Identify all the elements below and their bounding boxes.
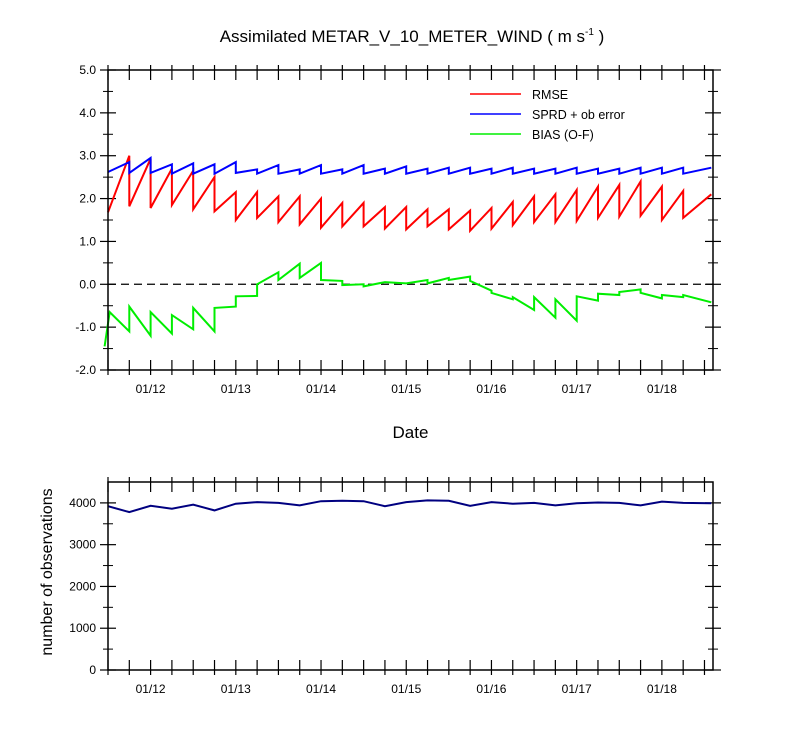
y-axis-label-observations: number of observations (39, 488, 56, 655)
bottom-panel-frame (107, 481, 714, 671)
top-x-tick-label: 01/16 (476, 382, 506, 396)
bottom-x-tick-label: 01/17 (562, 682, 592, 696)
legend-label: SPRD + ob error (532, 108, 625, 122)
top-y-tick-label: -2.0 (75, 363, 96, 377)
bottom-y-tick-label: 0 (89, 663, 96, 677)
bottom-y-tick-label: 1000 (69, 621, 96, 635)
bottom-x-tick-label: 01/12 (136, 682, 166, 696)
top-y-tick-label: 2.0 (79, 192, 96, 206)
bottom-y-tick-label: 3000 (69, 538, 96, 552)
chart-title-main: Assimilated METAR_V_10_METER_WIND ( m s (220, 27, 585, 46)
legend-label: RMSE (532, 88, 568, 102)
legend: RMSE SPRD + ob error BIAS (O-F) (470, 88, 625, 142)
bottom-x-tick-label: 01/15 (391, 682, 421, 696)
top-x-tick-label: 01/15 (391, 382, 421, 396)
bottom-y-tick-label: 4000 (69, 496, 96, 510)
x-axis-label: Date (393, 423, 429, 442)
top-panel-tick-labels: 01/12 01/13 01/14 01/15 01/16 01/17 01/18 5.0 4.… (75, 63, 677, 396)
series-line-observations (107, 499, 712, 514)
series-line-rmse (107, 155, 712, 234)
top-x-tick-label: 01/18 (647, 382, 677, 396)
bottom-x-tick-label: 01/18 (647, 682, 677, 696)
top-x-tick-label: 01/17 (562, 382, 592, 396)
bottom-y-tick-label: 2000 (69, 579, 96, 593)
bottom-x-tick-label: 01/16 (476, 682, 506, 696)
top-y-tick-label: 5.0 (79, 63, 96, 77)
top-panel-series (103, 155, 712, 347)
top-x-tick-label: 01/13 (221, 382, 251, 396)
top-y-tick-label: 4.0 (79, 106, 96, 120)
top-y-tick-label: 3.0 (79, 149, 96, 163)
top-panel-frame (107, 69, 714, 371)
legend-label: BIAS (O-F) (532, 128, 594, 142)
top-x-tick-label: 01/12 (136, 382, 166, 396)
chart-title-superscript: -1 (585, 27, 594, 38)
series-line-sprd-ob-error (107, 155, 712, 176)
chart-title: Assimilated METAR_V_10_METER_WIND ( m s-… (220, 27, 605, 46)
chart-title-end: ) (594, 27, 604, 46)
bottom-panel-ticks (100, 477, 721, 675)
top-y-tick-label: -1.0 (75, 320, 96, 334)
bottom-panel-tick-labels: 01/12 01/13 01/14 01/15 01/16 01/17 01/18 4000 3… (69, 496, 677, 696)
top-y-tick-label: 0.0 (79, 277, 96, 291)
series-line-bias-o-f (103, 260, 712, 347)
bottom-x-tick-label: 01/13 (221, 682, 251, 696)
bottom-panel-series (107, 499, 712, 514)
top-y-tick-label: 1.0 (79, 234, 96, 248)
bottom-x-tick-label: 01/14 (306, 682, 336, 696)
top-x-tick-label: 01/14 (306, 382, 336, 396)
